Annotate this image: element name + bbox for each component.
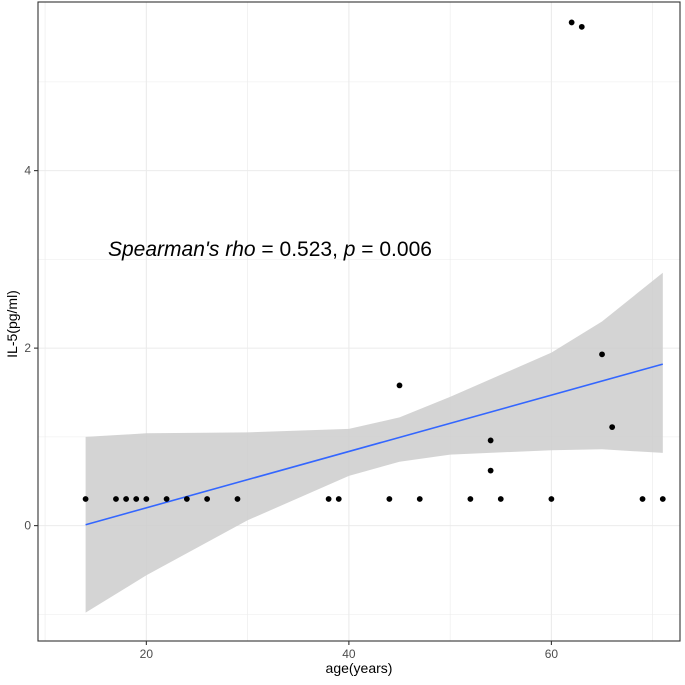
data-point	[659, 496, 666, 502]
data-point	[123, 496, 129, 502]
data-point	[234, 496, 241, 502]
x-tick-label: 40	[342, 647, 356, 661]
data-point	[183, 496, 190, 502]
annotation-p-label: p	[343, 238, 356, 261]
data-point	[416, 496, 423, 502]
data-point	[143, 496, 150, 502]
data-point	[467, 496, 474, 502]
y-tick-label: 2	[24, 341, 31, 355]
data-point	[639, 496, 646, 502]
data-point	[609, 424, 616, 431]
data-point	[497, 496, 504, 502]
data-point	[578, 23, 585, 30]
data-point	[386, 496, 393, 502]
confidence-band-layer	[85, 272, 663, 613]
y-axis-ticks: 0 2 4	[24, 164, 38, 533]
spearman-annotation: Spearman's rho = 0.523, p = 0.006	[108, 238, 432, 261]
x-tick-label: 20	[140, 647, 154, 661]
data-point	[487, 467, 494, 474]
data-point	[163, 496, 170, 502]
data-point	[599, 351, 605, 358]
annotation-rho-value: = 0.523,	[256, 238, 344, 261]
x-tick-label: 60	[545, 647, 559, 661]
points-layer	[82, 19, 666, 502]
y-tick-label: 0	[24, 519, 31, 533]
data-point	[113, 496, 119, 502]
x-axis-title: age(years)	[326, 660, 393, 676]
y-axis-title: IL-5(pg/ml)	[4, 290, 20, 358]
confidence-band	[85, 272, 663, 613]
data-point	[325, 496, 332, 502]
data-point	[548, 496, 555, 502]
data-point	[487, 437, 494, 444]
data-point	[204, 496, 211, 502]
data-point	[133, 496, 140, 502]
fit-line-layer	[85, 363, 663, 526]
data-point	[335, 496, 342, 502]
fit-line	[85, 363, 663, 526]
panel-border	[37, 1, 681, 642]
annotation-rho-label: Spearman's rho	[108, 238, 256, 261]
data-point	[82, 496, 89, 502]
y-tick-label: 4	[24, 164, 31, 178]
data-point	[568, 19, 575, 26]
annotation-p-value: = 0.006	[355, 238, 431, 261]
data-point	[396, 382, 403, 389]
x-axis-ticks: 20 40 60	[140, 641, 559, 661]
